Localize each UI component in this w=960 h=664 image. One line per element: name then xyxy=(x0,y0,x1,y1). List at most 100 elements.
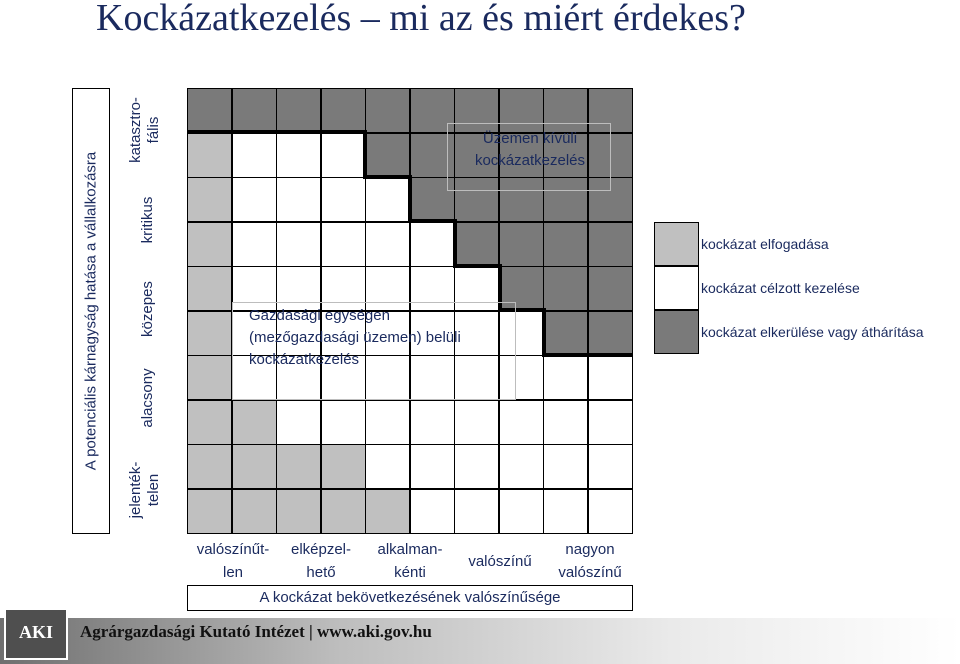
inside-management-box xyxy=(232,302,516,400)
matrix-cell xyxy=(499,356,543,400)
matrix-cell xyxy=(544,356,588,400)
matrix-cell xyxy=(410,489,454,533)
matrix-cell xyxy=(277,133,321,177)
matrix-cell xyxy=(188,222,232,266)
matrix-cell xyxy=(588,222,632,266)
matrix-cell xyxy=(455,222,499,266)
matrix-cell xyxy=(366,445,410,489)
matrix-cell xyxy=(321,445,365,489)
matrix-cell xyxy=(499,445,543,489)
page-title: Kockázatkezelés – mi az és miért érdekes… xyxy=(96,0,746,39)
y-axis-label-box xyxy=(72,88,110,534)
legend-swatch-avoid xyxy=(654,310,699,354)
matrix-cell xyxy=(277,400,321,444)
matrix-cell xyxy=(455,89,499,133)
matrix-cell xyxy=(232,89,276,133)
matrix-cell xyxy=(321,178,365,222)
matrix-cell xyxy=(321,356,365,400)
matrix-cell xyxy=(188,489,232,533)
x-tick-very-probable: nagyon valószínű xyxy=(558,541,622,581)
matrix-cell xyxy=(277,445,321,489)
matrix-cell xyxy=(232,133,276,177)
matrix-cell xyxy=(455,400,499,444)
matrix-cell xyxy=(188,400,232,444)
matrix-cell xyxy=(277,489,321,533)
matrix-cell xyxy=(410,356,454,400)
matrix-cell xyxy=(188,89,232,133)
matrix-cell xyxy=(277,89,321,133)
matrix-cell xyxy=(455,489,499,533)
matrix-cell xyxy=(321,489,365,533)
footer-band xyxy=(0,618,960,664)
matrix-cell xyxy=(188,356,232,400)
matrix-cell xyxy=(544,489,588,533)
matrix-cell xyxy=(321,400,365,444)
matrix-cell xyxy=(232,222,276,266)
matrix-cell xyxy=(277,222,321,266)
matrix-cell xyxy=(588,267,632,311)
matrix-cell xyxy=(366,133,410,177)
outside-management-label: Üzemen kívüli kockázatkezelés xyxy=(474,130,586,169)
matrix-cell xyxy=(455,356,499,400)
matrix-cell xyxy=(588,311,632,355)
matrix-cell xyxy=(366,356,410,400)
aki-logo: AKI xyxy=(4,608,68,660)
matrix-cell xyxy=(366,489,410,533)
matrix-cell xyxy=(544,400,588,444)
matrix-cell xyxy=(455,445,499,489)
legend-item-manage: kockázat célzott kezelése xyxy=(654,266,860,310)
outside-management-box xyxy=(447,123,611,191)
matrix-cell xyxy=(410,400,454,444)
y-axis-label: A potenciális kárnagyság hatása a vállal… xyxy=(82,151,100,471)
matrix-cell xyxy=(588,489,632,533)
legend-item-accept: kockázat elfogadása xyxy=(654,222,829,266)
matrix-cell xyxy=(188,311,232,355)
x-axis-label: A kockázat bekövetkezésének valószínűség… xyxy=(187,585,633,611)
matrix-cell xyxy=(410,89,454,133)
matrix-cell xyxy=(232,445,276,489)
y-tick-low: alacsony xyxy=(139,368,156,428)
x-tick-probable: valószínű xyxy=(468,553,532,570)
x-tick-occasional: alkalman- kénti xyxy=(377,541,443,581)
matrix-cell xyxy=(232,400,276,444)
matrix-cell xyxy=(499,89,543,133)
y-tick-medium: közepes xyxy=(139,281,156,337)
y-tick-insignificant: jelenték- telen xyxy=(127,461,162,519)
matrix-cell xyxy=(232,178,276,222)
matrix-cell xyxy=(321,133,365,177)
matrix-cell xyxy=(588,400,632,444)
matrix-cell xyxy=(366,178,410,222)
legend-swatch-accept xyxy=(654,222,699,266)
matrix-cell xyxy=(544,222,588,266)
matrix-cell xyxy=(277,356,321,400)
matrix-cell xyxy=(366,222,410,266)
matrix-cell xyxy=(232,356,276,400)
matrix-cell xyxy=(188,133,232,177)
matrix-cell xyxy=(321,89,365,133)
matrix-cell xyxy=(321,222,365,266)
footer: AKI Agrárgazdasági Kutató Intézet | www.… xyxy=(0,608,960,664)
matrix-cell xyxy=(499,222,543,266)
matrix-cell xyxy=(410,445,454,489)
matrix-cell xyxy=(188,178,232,222)
matrix-cell xyxy=(588,445,632,489)
matrix-cell xyxy=(499,400,543,444)
matrix-cell xyxy=(544,89,588,133)
matrix-cell xyxy=(544,311,588,355)
matrix-cell xyxy=(544,445,588,489)
matrix-cell xyxy=(499,489,543,533)
inside-management-label: Gazdasági egységen (mezőgazdasági üzemen… xyxy=(249,307,461,368)
matrix-cell xyxy=(277,178,321,222)
matrix-cell xyxy=(188,267,232,311)
matrix-cell xyxy=(410,222,454,266)
x-tick-conceivable: elképzel- hető xyxy=(290,541,352,581)
footer-text: Agrárgazdasági Kutató Intézet | www.aki.… xyxy=(80,622,432,641)
matrix-cell xyxy=(188,445,232,489)
matrix-cell xyxy=(544,267,588,311)
legend-swatch-manage xyxy=(654,266,699,310)
x-tick-improbable: valószínűt- len xyxy=(196,541,270,581)
matrix-cell xyxy=(366,89,410,133)
matrix-cell xyxy=(366,400,410,444)
matrix-cell xyxy=(232,489,276,533)
matrix-cell xyxy=(588,356,632,400)
